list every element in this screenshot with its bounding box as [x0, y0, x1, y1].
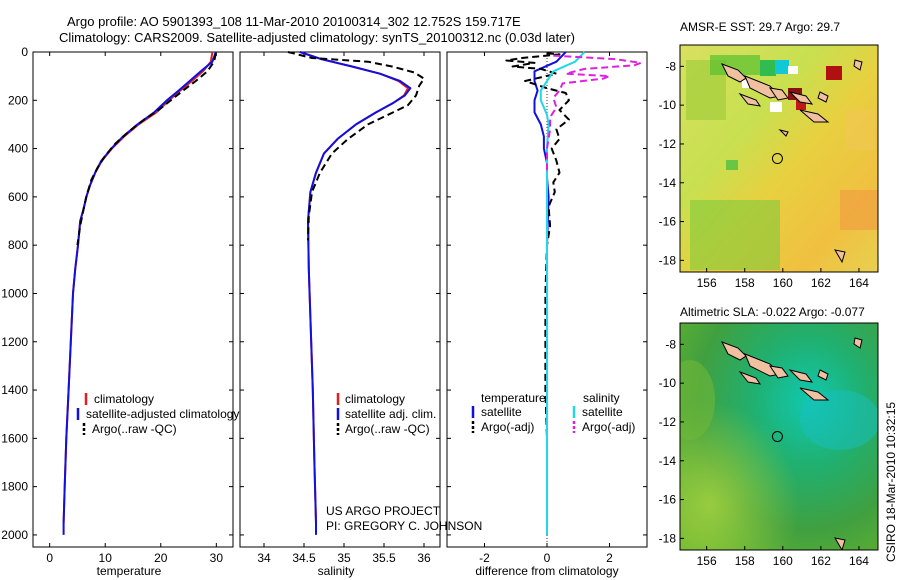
depth-tick-label: 1200 [1, 335, 28, 349]
difference-legend: temperature satellite Argo(-adj) salinit… [471, 391, 635, 434]
argo-position-marker-sla [771, 431, 783, 443]
map-lon-tick-label: 164 [849, 276, 869, 290]
sla-west-patch [680, 360, 715, 440]
x-tick-label: -2 [479, 551, 490, 565]
depth-tick-label: 200 [8, 93, 28, 107]
series-line-satellite-adjusted-climatology [62, 51, 217, 535]
depth-tick-label: 0 [21, 45, 28, 59]
depth-tick-label: 2000 [1, 528, 28, 542]
salinity-xlabel: salinity [318, 564, 355, 578]
map-lon-tick-label: 160 [773, 276, 793, 290]
depth-tick-label: 400 [8, 142, 28, 156]
salinity-profile-panel: 34 34.5 35 35.5 36 salinity climatology sate… [239, 51, 482, 578]
series-line-temperature-argo-adj [505, 52, 570, 439]
series-line-argo-raw-qc [287, 51, 425, 241]
depth-tick-label: 1800 [1, 480, 28, 494]
solomon-islands-land-sla [720, 337, 863, 550]
series-line-satellite-adj-clim [299, 51, 412, 535]
legend-label-climatology: climatology [345, 392, 405, 406]
map-lon-tick-label: 156 [697, 276, 717, 290]
figure-title-line2: Climatology: CARS2009. Satellite-adjuste… [59, 30, 575, 45]
depth-tick-label: 1000 [1, 286, 28, 300]
sst-map-frame [679, 44, 879, 273]
sst-warm-cool-patches [686, 55, 878, 270]
temperature-axes-frame [32, 51, 234, 548]
map-lat-tick-label: -8 [665, 59, 676, 73]
map-lon-tick-label: 162 [811, 276, 831, 290]
x-tick-label: 2 [606, 551, 613, 565]
map-lat-tick-label: -18 [659, 531, 677, 545]
map-lon-tick-label: 164 [849, 554, 869, 568]
difference-xlabel: difference from climatology [475, 564, 618, 578]
map-lat-tick-label: -12 [659, 415, 677, 429]
x-tick-label: 36 [417, 551, 431, 565]
map-lon-tick-label: 156 [697, 554, 717, 568]
x-tick-label: 10 [99, 551, 113, 565]
legend-title-salinity: salinity [583, 391, 620, 405]
solomon-islands-land-sst [720, 59, 863, 264]
map-lat-tick-label: -14 [659, 176, 677, 190]
figure-title-line1: Argo profile: AO 5901393_108 11-Mar-2010… [67, 14, 521, 29]
legend-label-temp-satellite: satellite [481, 405, 522, 419]
side-timestamp: CSIRO 18-Mar-2010 10:32:15 [884, 402, 898, 562]
legend-label-sal-argo: Argo(-adj) [582, 420, 635, 434]
sla-map-panel: Altimetric SLA: -0.022 Argo: -0.077 156 1… [659, 305, 879, 568]
sla-map-frame [679, 322, 879, 551]
legend-label-argo: Argo(..raw -QC) [345, 422, 430, 436]
map-lat-tick-label: -10 [659, 376, 677, 390]
depth-tick-label: 1600 [1, 431, 28, 445]
series-line-salinity-satellite [539, 51, 586, 535]
depth-tick-label: 800 [8, 238, 28, 252]
series-line-argo-raw-qc [76, 53, 217, 246]
salinity-legend: climatology satellite adj. clim. Argo(..… [336, 392, 436, 436]
map-lat-tick-label: -16 [659, 493, 677, 507]
x-tick-label: 0 [46, 551, 53, 565]
depth-tick-label: 600 [8, 190, 28, 204]
legend-label-argo: Argo(..raw -QC) [92, 422, 177, 436]
map-lat-tick-label: -8 [665, 337, 676, 351]
legend-title-temperature: temperature [481, 391, 546, 405]
difference-profile-panel: -2 0 2 difference from climatology tempera… [446, 51, 648, 578]
legend-label-temp-argo: Argo(-adj) [481, 420, 534, 434]
x-tick-label: 34.5 [292, 551, 316, 565]
legend-label-satellite: satellite adj. clim. [345, 407, 436, 421]
x-tick-label: 20 [154, 551, 168, 565]
depth-tick-label: 1400 [1, 383, 28, 397]
credit-project: US ARGO PROJECT [326, 504, 441, 518]
x-tick-label: 35.5 [372, 551, 396, 565]
salinity-axes-frame [239, 51, 441, 548]
series-line-climatology [299, 51, 409, 523]
x-tick-label: 30 [210, 551, 224, 565]
argo-position-marker-sst [771, 153, 783, 165]
map-lat-tick-label: -14 [659, 454, 677, 468]
map-lat-tick-label: -16 [659, 215, 677, 229]
x-tick-label: 0 [544, 551, 551, 565]
map-lon-tick-label: 158 [735, 554, 755, 568]
series-line-salinity-argo-adj [546, 54, 642, 173]
legend-label-climatology: climatology [94, 392, 154, 406]
sla-east-patch [800, 390, 878, 450]
x-tick-label: 34 [257, 551, 271, 565]
map-lat-tick-label: -12 [659, 137, 677, 151]
map-lat-tick-label: -10 [659, 98, 677, 112]
x-tick-label: 35 [337, 551, 351, 565]
map-lon-tick-label: 158 [735, 276, 755, 290]
sla-map-title: Altimetric SLA: -0.022 Argo: -0.077 [680, 305, 865, 319]
map-lon-tick-label: 162 [811, 554, 831, 568]
credit-pi: PI: GREGORY C. JOHNSON [326, 519, 482, 533]
map-lon-tick-label: 160 [773, 554, 793, 568]
sst-map-title: AMSR-E SST: 29.7 Argo: 29.7 [680, 20, 840, 34]
sst-map-panel: AMSR-E SST: 29.7 Argo: 29.7 [659, 20, 879, 290]
legend-label-satellite: satellite-adjusted climatology [86, 407, 239, 421]
map-lat-tick-label: -18 [659, 253, 677, 267]
series-line-climatology [62, 51, 214, 523]
temperature-legend: climatology satellite-adjusted climatolo… [76, 392, 239, 436]
temperature-profile-panel: 0 200 400 600 800 1000 1200 1400 1600 1800 2000 0 1… [1, 45, 239, 578]
temperature-xlabel: temperature [97, 564, 162, 578]
legend-label-sal-satellite: satellite [582, 405, 623, 419]
